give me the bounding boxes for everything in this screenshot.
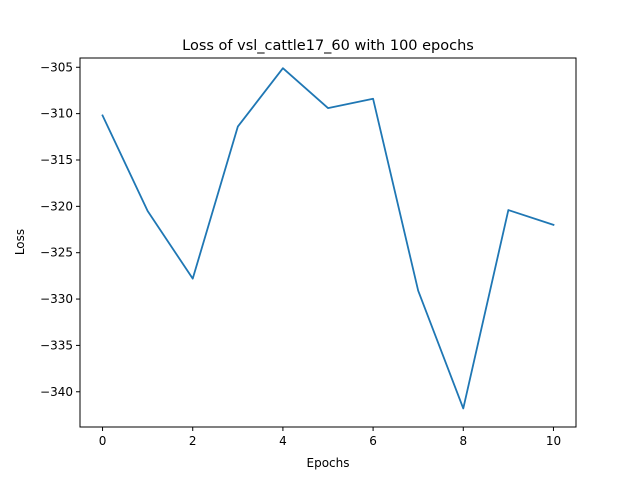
x-tick-label: 6 <box>369 434 377 448</box>
y-tick-label: −320 <box>40 199 73 213</box>
y-tick-label: −335 <box>40 338 73 352</box>
x-tick-label: 2 <box>189 434 197 448</box>
y-axis-label: Loss <box>13 229 27 255</box>
x-tick-label: 4 <box>279 434 287 448</box>
chart-title: Loss of vsl_cattle17_60 with 100 epochs <box>182 38 474 54</box>
y-tick-label: −340 <box>40 385 73 399</box>
y-tick-label: −330 <box>40 292 73 306</box>
x-tick-label: 10 <box>546 434 561 448</box>
x-tick-label: 0 <box>99 434 107 448</box>
x-axis-ticks: 0 2 4 6 8 10 <box>99 427 561 448</box>
plot-frame <box>79 57 577 428</box>
y-axis-ticks: −305 −310 −315 −320 −325 −330 −335 −340 <box>40 60 80 399</box>
y-tick-label: −325 <box>40 246 73 260</box>
x-axis-label: Epochs <box>307 456 350 470</box>
y-tick-label: −315 <box>40 153 73 167</box>
y-tick-label: −305 <box>40 60 73 74</box>
y-tick-label: −310 <box>40 107 73 121</box>
x-tick-label: 8 <box>459 434 467 448</box>
loss-series-line <box>101 67 555 410</box>
